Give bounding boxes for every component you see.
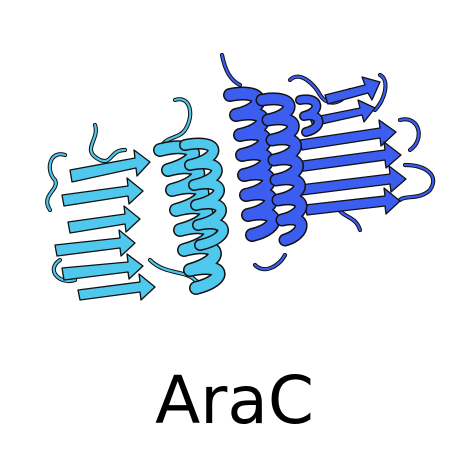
protein-structure-illustration xyxy=(45,52,436,301)
protein-name-label: AraC xyxy=(155,362,314,439)
chain-a xyxy=(45,97,229,301)
chain-b xyxy=(219,52,436,272)
